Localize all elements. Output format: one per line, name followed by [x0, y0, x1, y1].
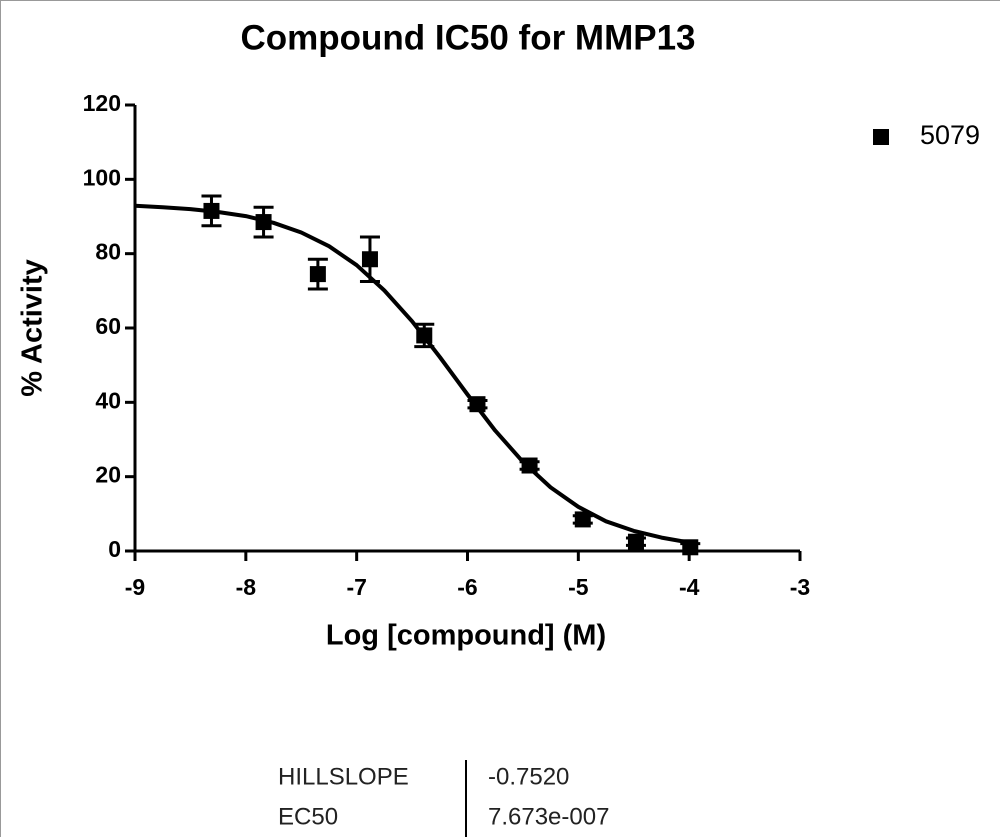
x-axis-label: Log [compound] (M) [326, 620, 606, 652]
data-point [574, 511, 591, 528]
x-tick-label: -4 [679, 574, 700, 600]
table-value: 7.673e-007 [488, 803, 609, 830]
x-tick-label: -5 [568, 574, 589, 600]
data-point [309, 266, 326, 283]
legend-label: 5079 [920, 120, 980, 150]
data-point [203, 202, 220, 219]
y-tick-label: 20 [95, 462, 121, 488]
table-key: EC50 [278, 803, 338, 830]
x-tick-label: -3 [790, 574, 810, 600]
y-tick-label: 80 [95, 239, 121, 265]
table-key: HILLSLOPE [278, 763, 409, 790]
data-point [255, 214, 272, 231]
chart-title: Compound IC50 for MMP13 [240, 18, 695, 57]
data-point [627, 533, 644, 550]
y-tick-label: 0 [108, 536, 121, 562]
fit-curve [134, 203, 690, 545]
x-tick-label: -6 [457, 574, 477, 600]
data-point [416, 327, 433, 344]
data-point [361, 251, 378, 268]
data-point [469, 396, 486, 413]
legend-marker [873, 129, 889, 145]
y-tick-label: 40 [95, 387, 121, 413]
y-tick-label: 100 [83, 164, 121, 190]
data-point [521, 457, 538, 474]
y-axis-label: % Activity [17, 259, 49, 397]
table-value: -0.7520 [488, 763, 569, 790]
y-tick-label: 60 [95, 313, 121, 339]
x-tick-label: -8 [236, 574, 257, 600]
data-point [682, 539, 699, 556]
x-tick-label: -9 [125, 574, 145, 600]
x-tick-label: -7 [346, 574, 366, 600]
y-tick-label: 120 [83, 90, 121, 116]
